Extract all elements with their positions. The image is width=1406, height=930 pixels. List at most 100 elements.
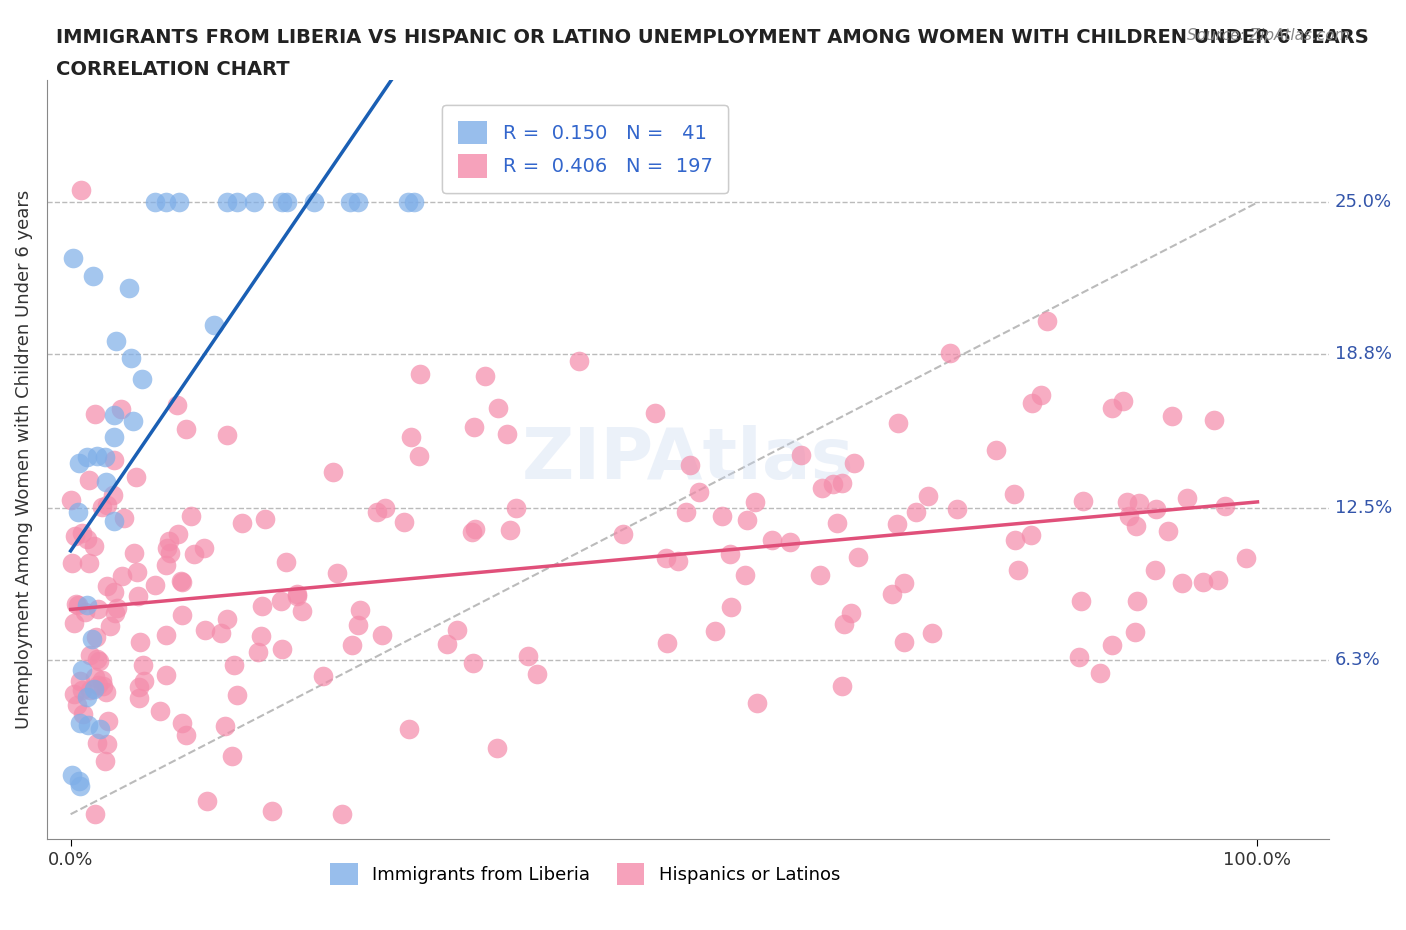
Hispanics or Latinos — [398, 722, 420, 737]
Hispanics or Latinos — [98, 618, 121, 633]
Hispanics or Latinos — [1002, 487, 1025, 502]
Immigrants from Liberia — [67, 773, 90, 788]
Hispanics or Latinos — [1101, 638, 1123, 653]
Hispanics or Latinos — [568, 353, 591, 368]
Hispanics or Latinos — [831, 678, 853, 693]
Immigrants from Liberia — [145, 195, 167, 210]
Hispanics or Latinos — [145, 578, 167, 593]
Hispanics or Latinos — [222, 658, 245, 672]
Hispanics or Latinos — [745, 696, 768, 711]
Hispanics or Latinos — [399, 430, 422, 445]
Hispanics or Latinos — [657, 636, 679, 651]
Hispanics or Latinos — [789, 448, 811, 463]
Hispanics or Latinos — [155, 558, 177, 573]
Hispanics or Latinos — [612, 526, 634, 541]
Hispanics or Latinos — [374, 500, 396, 515]
Hispanics or Latinos — [516, 648, 538, 663]
Hispanics or Latinos — [904, 505, 927, 520]
Hispanics or Latinos — [887, 416, 910, 431]
Hispanics or Latinos — [260, 804, 283, 818]
Hispanics or Latinos — [326, 565, 349, 580]
Hispanics or Latinos — [893, 634, 915, 649]
Hispanics or Latinos — [1019, 528, 1042, 543]
Immigrants from Liberia — [270, 195, 292, 210]
Hispanics or Latinos — [842, 456, 865, 471]
Hispanics or Latinos — [77, 555, 100, 570]
Hispanics or Latinos — [486, 401, 509, 416]
Hispanics or Latinos — [1234, 551, 1257, 565]
Hispanics or Latinos — [666, 553, 689, 568]
Hispanics or Latinos — [128, 691, 150, 706]
Hispanics or Latinos — [342, 637, 364, 652]
Hispanics or Latinos — [1204, 412, 1226, 427]
Hispanics or Latinos — [1029, 388, 1052, 403]
Hispanics or Latinos — [1126, 593, 1149, 608]
Hispanics or Latinos — [675, 505, 697, 520]
Hispanics or Latinos — [66, 698, 89, 712]
Immigrants from Liberia — [76, 597, 98, 612]
Hispanics or Latinos — [986, 443, 1008, 458]
Hispanics or Latinos — [75, 604, 97, 619]
Hispanics or Latinos — [1007, 563, 1029, 578]
Immigrants from Liberia — [118, 281, 141, 296]
Hispanics or Latinos — [104, 605, 127, 620]
Hispanics or Latinos — [215, 428, 238, 443]
Immigrants from Liberia — [339, 195, 361, 210]
Hispanics or Latinos — [79, 683, 101, 698]
Hispanics or Latinos — [225, 687, 247, 702]
Hispanics or Latinos — [939, 346, 962, 361]
Immigrants from Liberia — [66, 505, 89, 520]
Hispanics or Latinos — [505, 501, 527, 516]
Hispanics or Latinos — [166, 397, 188, 412]
Immigrants from Liberia — [167, 195, 190, 210]
Hispanics or Latinos — [371, 628, 394, 643]
Hispanics or Latinos — [246, 644, 269, 659]
Hispanics or Latinos — [1071, 494, 1094, 509]
Hispanics or Latinos — [129, 634, 152, 649]
Hispanics or Latinos — [96, 498, 118, 512]
Immigrants from Liberia — [67, 456, 90, 471]
Immigrants from Liberia — [347, 195, 370, 210]
Hispanics or Latinos — [63, 528, 86, 543]
Hispanics or Latinos — [274, 555, 297, 570]
Hispanics or Latinos — [270, 594, 292, 609]
Hispanics or Latinos — [174, 727, 197, 742]
Hispanics or Latinos — [735, 513, 758, 528]
Hispanics or Latinos — [87, 678, 110, 693]
Hispanics or Latinos — [221, 749, 243, 764]
Immigrants from Liberia — [276, 195, 298, 210]
Hispanics or Latinos — [167, 526, 190, 541]
Hispanics or Latinos — [392, 514, 415, 529]
Hispanics or Latinos — [921, 626, 943, 641]
Text: 12.5%: 12.5% — [1334, 499, 1392, 517]
Immigrants from Liberia — [226, 195, 249, 210]
Hispanics or Latinos — [84, 807, 107, 822]
Hispanics or Latinos — [87, 602, 110, 617]
Hispanics or Latinos — [287, 587, 309, 602]
Hispanics or Latinos — [496, 427, 519, 442]
Hispanics or Latinos — [917, 488, 939, 503]
Hispanics or Latinos — [1215, 498, 1237, 513]
Hispanics or Latinos — [366, 504, 388, 519]
Hispanics or Latinos — [811, 481, 834, 496]
Immigrants from Liberia — [398, 195, 420, 210]
Hispanics or Latinos — [63, 616, 86, 631]
Hispanics or Latinos — [194, 623, 217, 638]
Hispanics or Latinos — [125, 565, 148, 579]
Hispanics or Latinos — [1101, 401, 1123, 416]
Hispanics or Latinos — [111, 568, 134, 583]
Y-axis label: Unemployment Among Women with Children Under 6 years: Unemployment Among Women with Children U… — [15, 190, 32, 729]
Immigrants from Liberia — [70, 662, 93, 677]
Hispanics or Latinos — [76, 532, 98, 547]
Immigrants from Liberia — [83, 682, 105, 697]
Hispanics or Latinos — [409, 366, 432, 381]
Hispanics or Latinos — [70, 183, 93, 198]
Hispanics or Latinos — [1161, 408, 1184, 423]
Immigrants from Liberia — [217, 195, 239, 210]
Immigrants from Liberia — [82, 631, 104, 646]
Hispanics or Latinos — [209, 626, 232, 641]
Hispanics or Latinos — [86, 630, 108, 644]
Hispanics or Latinos — [170, 575, 193, 590]
Hispanics or Latinos — [1128, 496, 1150, 511]
Hispanics or Latinos — [157, 534, 180, 549]
